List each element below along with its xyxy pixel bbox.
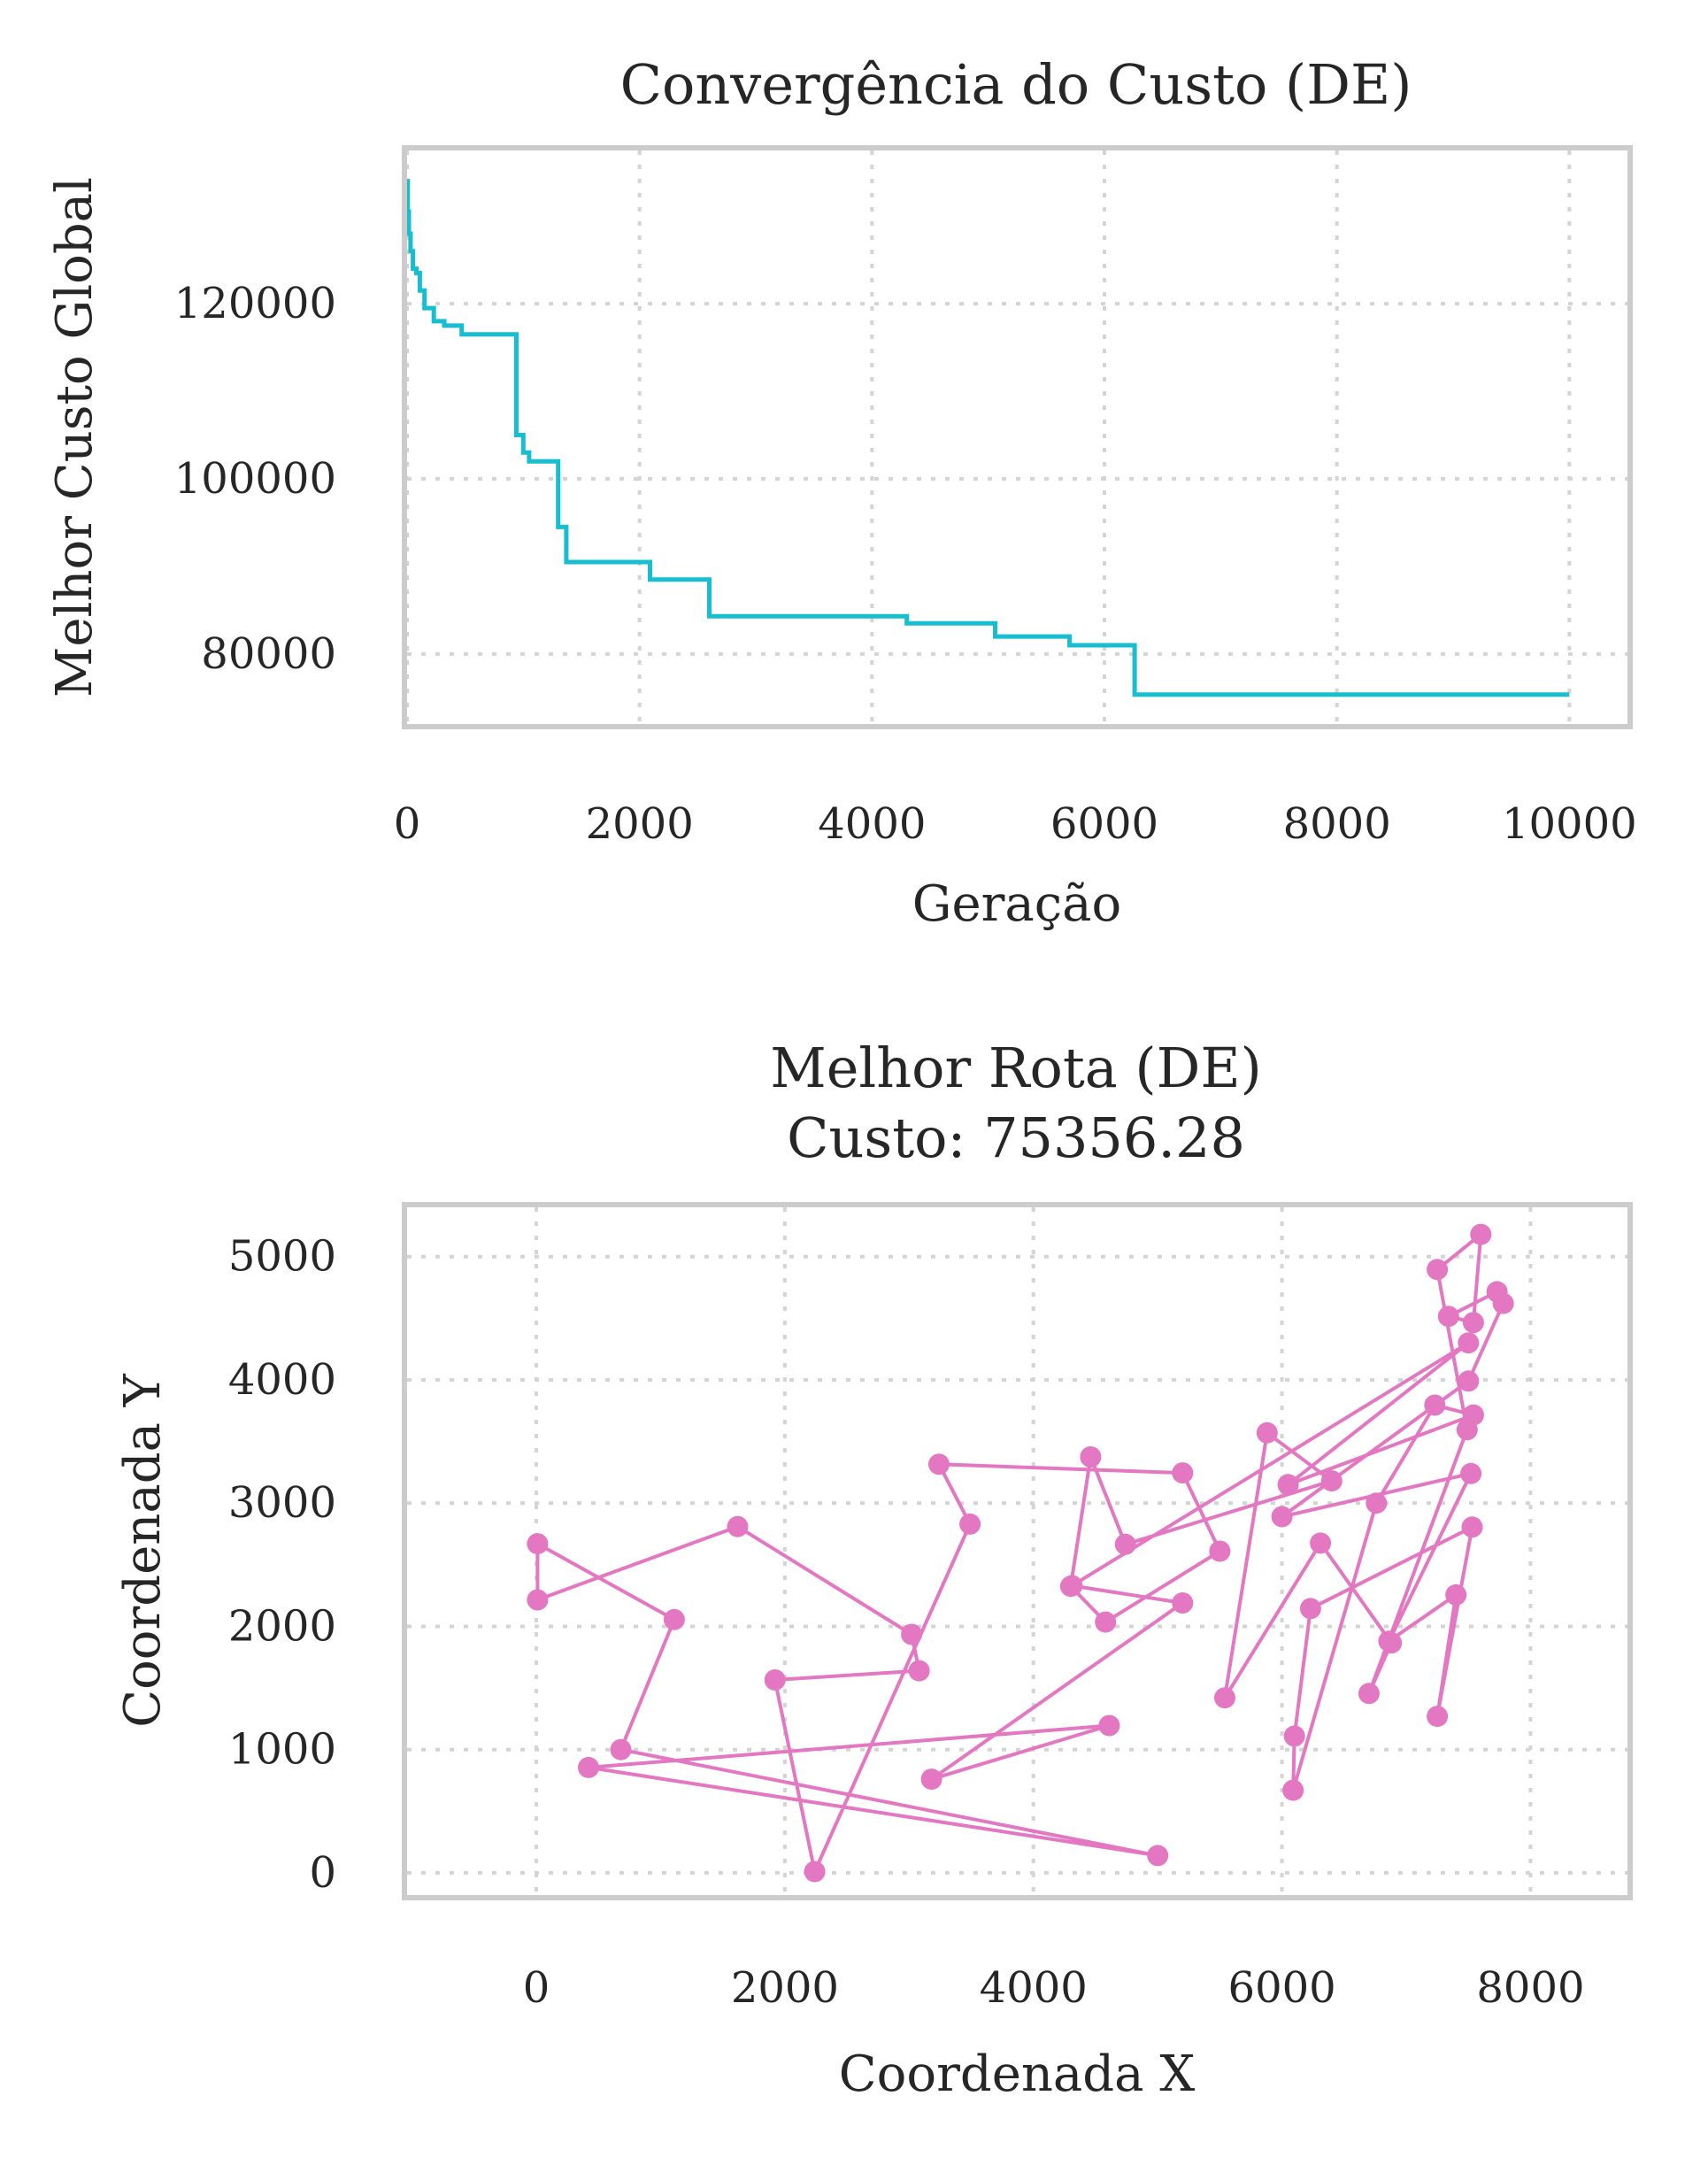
convergence-x-axis-label: Geração [912,875,1122,933]
convergence-x-ticks: 0 2000 4000 6000 8000 10000 [394,799,1637,849]
route-city-point [1277,1474,1299,1496]
route-city-point [1458,1332,1480,1354]
route-city-point [1458,1370,1480,1392]
route-city-point [1445,1583,1467,1606]
route-city-point [1147,1845,1169,1867]
route-city-point [1470,1223,1492,1245]
route-city-point [1310,1532,1332,1554]
route-x-tick-label: 0 [523,1963,550,2013]
route-city-point [1462,1312,1484,1334]
route-chart-title: Melhor Rota (DE) [770,1036,1262,1100]
route-city-point [1437,1306,1459,1328]
route-city-point [1366,1492,1388,1514]
convergence-x-tick-label: 8000 [1283,799,1391,849]
convergence-series-line [405,179,1570,697]
route-y-tick-label: 2000 [228,1601,336,1651]
route-city-point [1299,1598,1321,1620]
route-city-point [1172,1462,1194,1484]
convergence-y-tick-label: 120000 [174,279,336,328]
route-city-point [1462,1404,1484,1426]
route-y-tick-label: 3000 [228,1478,336,1528]
convergence-x-tick-label: 4000 [818,799,926,849]
route-city-point [1461,1516,1483,1538]
route-x-tick-label: 6000 [1228,1963,1336,2013]
convergence-x-tick-label: 6000 [1050,799,1158,849]
route-y-tick-label: 4000 [228,1355,336,1405]
route-city-point [578,1756,599,1778]
route-grid [407,1207,1627,1895]
route-city-point [527,1533,549,1555]
route-plot-frame [402,1202,1633,1900]
convergence-plot-frame [402,145,1633,729]
convergence-y-ticks: 80000 100000 120000 [174,279,336,679]
route-y-tick-label: 0 [309,1848,336,1898]
route-city-point [1358,1683,1380,1705]
route-city-point [764,1669,786,1691]
route-city-point [527,1589,549,1611]
route-chart-subtitle: Custo: 75356.28 [787,1106,1245,1170]
convergence-chart-title: Convergência do Custo (DE) [620,52,1412,117]
route-city-point [1283,1725,1305,1747]
route-city-point [1492,1292,1514,1314]
route-city-point [1256,1422,1278,1444]
route-city-point [901,1623,923,1645]
convergence-x-tick-label: 0 [394,799,421,849]
route-y-axis-label: Coordenada Y [114,1373,172,1728]
route-city-point [928,1453,950,1475]
route-city-point [804,1861,826,1883]
route-path-line [535,1232,1505,1874]
route-city-point [1378,1630,1400,1653]
route-x-tick-label: 8000 [1476,1963,1584,2013]
route-city-point [1061,1575,1083,1597]
route-x-axis-label: Coordenada X [839,2046,1196,2103]
route-city-point [663,1608,685,1630]
route-city-point [610,1738,632,1761]
route-city-point [1424,1394,1446,1416]
route-city-point [1209,1540,1231,1562]
route-x-tick-label: 2000 [731,1963,839,2013]
route-city-point [1320,1470,1343,1492]
route-y-tick-label: 1000 [228,1725,336,1775]
convergence-y-tick-label: 80000 [201,629,336,679]
route-city-point [1460,1462,1482,1484]
route-city-point [1427,1706,1449,1728]
route-y-ticks: 0 1000 2000 3000 4000 5000 [228,1232,336,1898]
route-city-point [1427,1259,1449,1281]
convergence-chart: Convergência do Custo (DE) 0 2000 4000 6000… [46,52,1637,933]
route-points [527,1223,1514,1883]
convergence-x-tick-label: 10000 [1502,799,1637,849]
convergence-y-tick-label: 100000 [174,454,336,504]
route-x-ticks: 0 2000 4000 6000 8000 [523,1963,1585,2013]
route-city-point [908,1660,930,1682]
route-city-point [1282,1779,1304,1801]
route-city-point [1172,1592,1194,1614]
route-city-point [1098,1714,1120,1737]
route-city-point [1214,1687,1235,1709]
route-chart: Melhor Rota (DE) Custo: 75356.28 0 2000 40… [114,1036,1633,2103]
route-city-point [920,1768,942,1791]
convergence-x-tick-label: 2000 [586,799,694,849]
route-y-tick-label: 5000 [228,1232,336,1282]
route-city-point [959,1513,981,1535]
route-x-tick-label: 4000 [980,1963,1088,2013]
route-city-point [1080,1446,1102,1468]
route-city-point [1271,1506,1293,1528]
route-city-point [1095,1611,1117,1633]
convergence-y-axis-label: Melhor Custo Global [46,177,104,697]
route-city-point [1114,1533,1136,1555]
route-city-point [727,1515,749,1537]
